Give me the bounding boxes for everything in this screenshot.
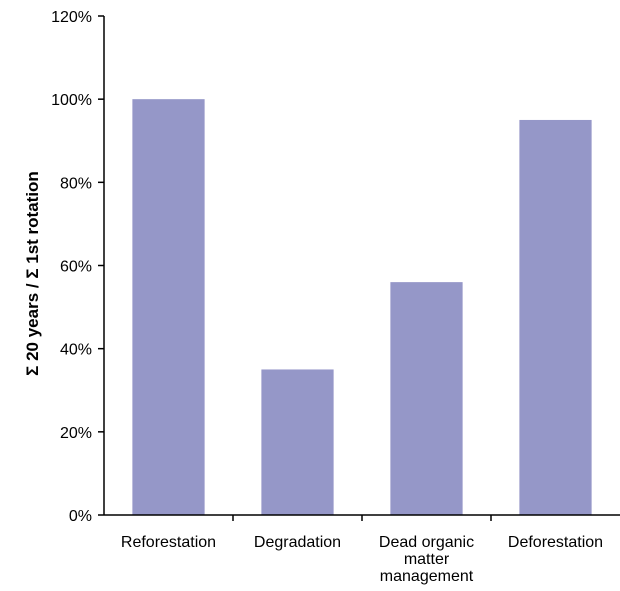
x-category-label-line: Dead organic (379, 534, 474, 551)
x-category-label: Degradation (254, 534, 341, 551)
y-tick-label: 0% (69, 508, 92, 525)
x-category-label-line: Reforestation (121, 534, 216, 551)
y-tick-label: 20% (60, 425, 92, 442)
bar (390, 282, 463, 515)
y-tick-label: 120% (51, 9, 92, 26)
x-category-label-line: matter (404, 551, 450, 568)
y-tick-label: 80% (60, 175, 92, 192)
x-ticks-group: Reforestation Degradation Dead organic matt… (121, 515, 603, 585)
x-category-label-line: Deforestation (508, 534, 603, 551)
bar (519, 119, 592, 515)
bar (132, 99, 205, 516)
y-tick-label: 40% (60, 342, 92, 359)
bars-group (132, 99, 592, 516)
x-category-label-line: management (380, 568, 474, 585)
x-category-label: Dead organic matter management (379, 534, 474, 585)
x-category-label: Deforestation (508, 534, 603, 551)
y-tick-label: 60% (60, 259, 92, 276)
y-ticks-group: 0% 20% 40% 60% 80% 100% 120% (51, 9, 104, 525)
y-axis-label: Σ 20 years / Σ 1st rotation (23, 171, 42, 376)
x-category-label: Reforestation (121, 534, 216, 551)
bar (261, 369, 334, 515)
y-tick-label: 100% (51, 92, 92, 109)
x-category-label-line: Degradation (254, 534, 341, 551)
